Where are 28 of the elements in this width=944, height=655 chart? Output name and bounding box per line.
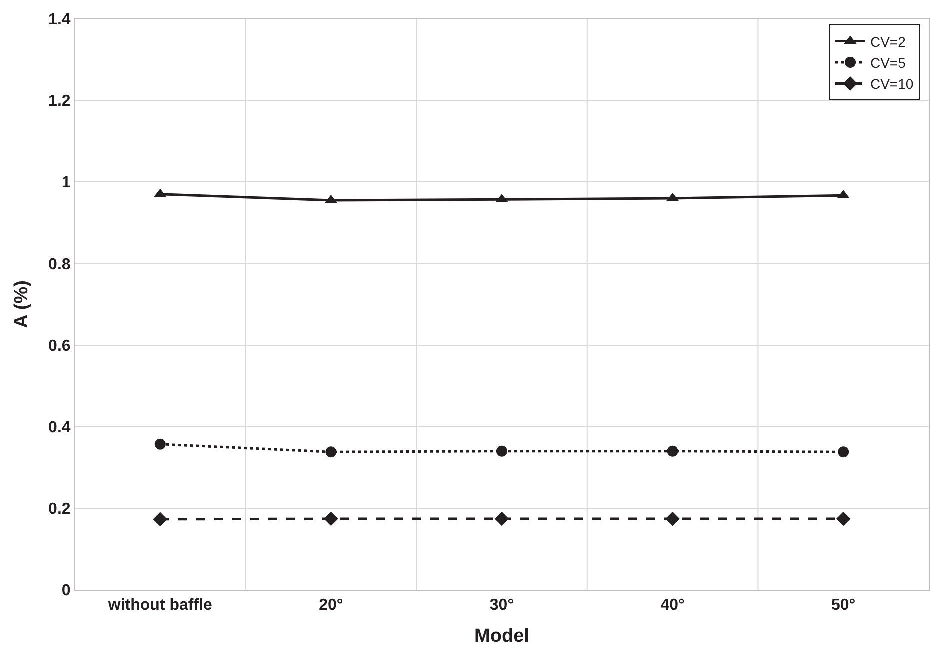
point <box>153 512 168 527</box>
point <box>838 446 850 458</box>
y-axis-title: A (%) <box>11 280 32 328</box>
point <box>666 512 680 526</box>
point <box>326 446 337 458</box>
x-tick-label: 50° <box>832 597 856 614</box>
y-tick-label: 1.4 <box>48 12 71 29</box>
y-tick-label: 1.2 <box>48 93 71 110</box>
y-tick-label: 0.8 <box>48 256 71 274</box>
legend-label: CV=10 <box>870 76 914 92</box>
x-tick-label: 20° <box>319 597 344 614</box>
point <box>496 446 508 457</box>
y-tick-label: 0 <box>62 582 71 600</box>
point <box>154 438 166 450</box>
x-tick-label: without baffle <box>107 597 212 614</box>
y-tick-label: 0.6 <box>48 338 71 355</box>
x-tick-label: 30° <box>490 597 514 614</box>
legend-label: CV=5 <box>870 54 906 71</box>
x-tick-label: 40° <box>660 597 685 614</box>
point <box>836 512 851 526</box>
point <box>324 512 338 526</box>
point <box>494 512 510 526</box>
point <box>667 446 678 457</box>
y-tick-label: 0.4 <box>48 419 71 436</box>
y-tick-label: 1 <box>62 174 71 192</box>
legend-label: CV=2 <box>870 34 906 50</box>
x-axis-title: Model <box>474 626 530 647</box>
y-tick-label: 0.2 <box>48 501 71 518</box>
